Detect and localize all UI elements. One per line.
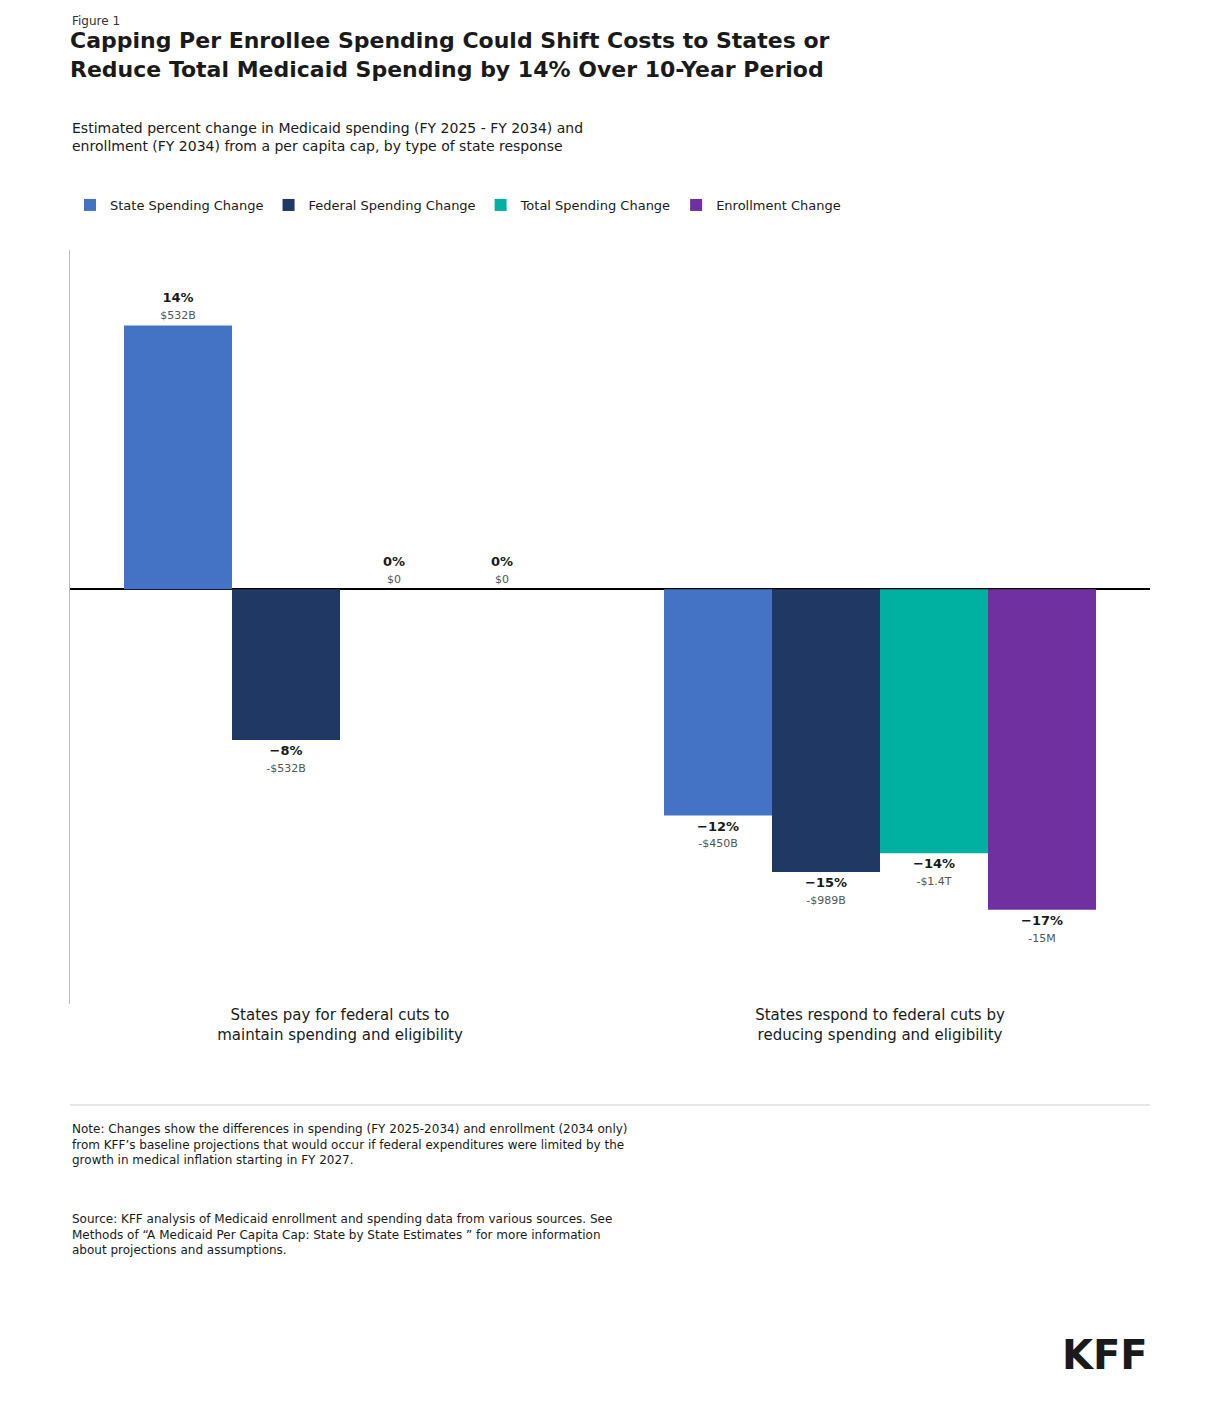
svg-text:Figure 1: Figure 1 — [72, 14, 120, 28]
svg-text:0%$0: 0%$0 — [383, 554, 405, 586]
svg-text:KFF: KFF — [1062, 1332, 1148, 1378]
svg-text:States pay for federal cuts to: States pay for federal cuts tomaintain s… — [217, 1006, 463, 1044]
svg-text:−12%-$450B: −12%-$450B — [697, 819, 739, 851]
svg-text:Total Spending Change: Total Spending Change — [520, 198, 671, 213]
svg-text:0%$0: 0%$0 — [491, 554, 513, 586]
svg-text:Capping Per Enrollee Spending: Capping Per Enrollee Spending Could Shif… — [70, 28, 830, 82]
svg-text:−15%-$989B: −15%-$989B — [805, 875, 847, 907]
svg-text:Source: KFF analysis of Medica: Source: KFF analysis of Medicaid enrollm… — [72, 1212, 612, 1257]
svg-text:States respond to federal cuts: States respond to federal cuts byreducin… — [755, 1006, 1005, 1044]
svg-text:Note: Changes show the differe: Note: Changes show the differences in sp… — [72, 1122, 628, 1167]
svg-text:14%$532B: 14%$532B — [160, 290, 196, 322]
svg-text:Federal Spending Change: Federal Spending Change — [309, 198, 476, 213]
svg-text:−17%-15M: −17%-15M — [1021, 913, 1063, 945]
svg-text:Enrollment Change: Enrollment Change — [716, 198, 841, 213]
svg-text:Estimated percent change in Me: Estimated percent change in Medicaid spe… — [72, 120, 583, 154]
svg-text:−14%-$1.4T: −14%-$1.4T — [913, 856, 955, 888]
svg-text:State Spending Change: State Spending Change — [110, 198, 264, 213]
svg-text:−8%-$532B: −8%-$532B — [266, 743, 306, 775]
